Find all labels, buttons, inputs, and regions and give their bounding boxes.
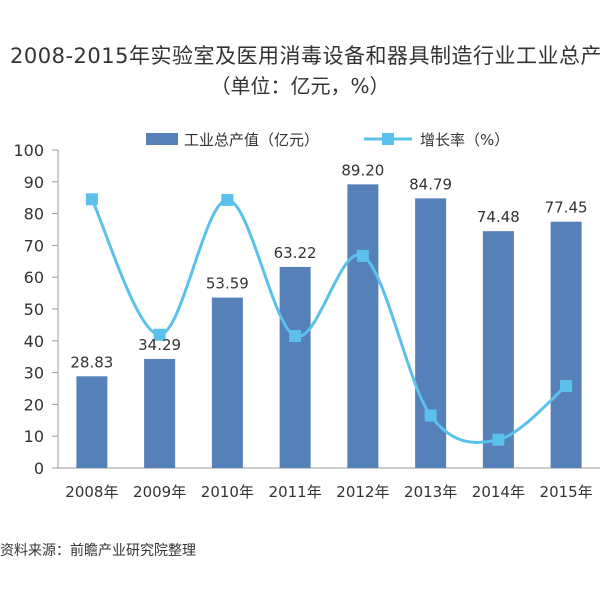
legend-marker-swatch	[382, 133, 394, 145]
chart-subtitle: （单位：亿元，%）	[210, 74, 390, 98]
y-tick-label: 0	[34, 459, 44, 478]
growth-marker	[424, 409, 437, 422]
bar-value-label: 34.29	[138, 336, 181, 354]
bar	[211, 297, 243, 468]
growth-marker	[492, 433, 505, 446]
y-tick-label: 50	[24, 300, 44, 319]
legend-swatch-bar	[146, 133, 178, 145]
growth-marker	[221, 193, 234, 206]
growth-marker	[560, 379, 573, 392]
bar-value-label: 89.20	[341, 161, 384, 179]
bar	[279, 266, 311, 468]
growth-marker	[289, 330, 302, 343]
source-note: 资料来源：前瞻产业研究院整理	[0, 543, 196, 559]
legend-label-bar: 工业总产值（亿元）	[184, 131, 319, 149]
bar	[347, 184, 379, 468]
x-tick-label: 2008年	[65, 483, 118, 501]
x-tick-label: 2013年	[404, 483, 457, 501]
y-tick-label: 60	[24, 268, 44, 287]
x-tick-label: 2014年	[472, 483, 525, 501]
bar	[482, 231, 514, 468]
x-ticks: 2008年 2009年 2010年 2011年 2012年 2013年 2014年 2015年	[65, 483, 592, 501]
bar-value-label: 77.45	[545, 199, 588, 217]
y-tick-label: 100	[13, 141, 44, 160]
bar	[144, 358, 176, 468]
x-tick-label: 2011年	[269, 483, 322, 501]
x-tick-label: 2015年	[540, 483, 593, 501]
y-tick-label: 10	[24, 427, 44, 446]
bar	[415, 198, 447, 468]
legend-label-line: 增长率（%）	[420, 131, 509, 149]
y-tick-label: 90	[24, 173, 44, 192]
chart-title: 2008-2015年实验室及医用消毒设备和器具制造行业工业总产值	[10, 44, 600, 68]
x-tick-label: 2009年	[133, 483, 186, 501]
growth-marker	[356, 249, 369, 262]
bar-value-label: 84.79	[409, 175, 452, 193]
bar-value-labels: 28.83 34.29 53.59 63.22 89.20 84.79 74.48 77.45	[70, 161, 587, 371]
y-tick-label: 20	[24, 395, 44, 414]
growth-line-series	[85, 193, 573, 446]
bar-value-label: 74.48	[477, 208, 520, 226]
bar	[550, 221, 582, 468]
growth-marker	[85, 193, 98, 206]
bar-value-label: 53.59	[206, 275, 249, 293]
y-tick-label: 80	[24, 205, 44, 224]
y-ticks: 0 10 20 30 40 50 60 70 80 90 100	[13, 141, 58, 478]
x-tick-label: 2012年	[336, 483, 389, 501]
growth-marker	[153, 328, 166, 341]
x-tick-label: 2010年	[201, 483, 254, 501]
chart-legend: 工业总产值（亿元） 增长率（%）	[146, 131, 509, 149]
bar-value-label: 63.22	[274, 244, 317, 262]
bar-value-label: 28.83	[70, 353, 113, 371]
y-tick-label: 30	[24, 364, 44, 383]
bars	[76, 184, 582, 468]
bar	[76, 376, 108, 468]
y-tick-label: 70	[24, 236, 44, 255]
y-tick-label: 40	[24, 332, 44, 351]
